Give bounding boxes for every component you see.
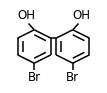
Text: OH: OH — [72, 9, 90, 22]
Text: Br: Br — [28, 71, 41, 84]
Text: OH: OH — [17, 9, 35, 22]
Text: Br: Br — [66, 71, 79, 84]
